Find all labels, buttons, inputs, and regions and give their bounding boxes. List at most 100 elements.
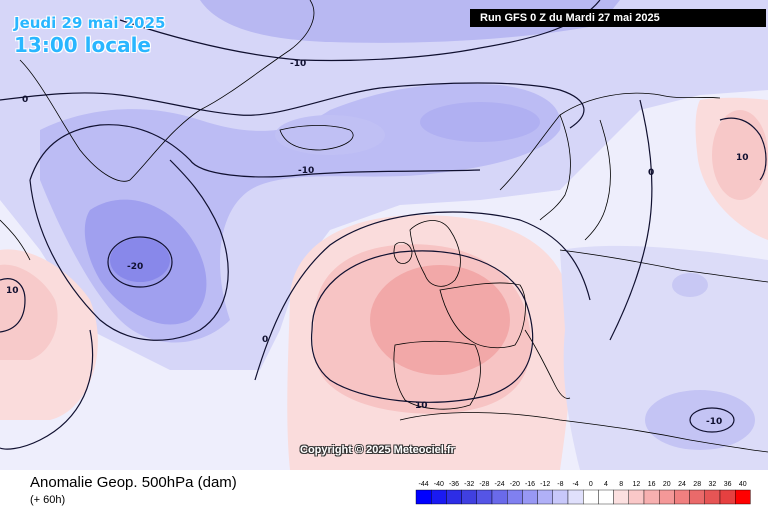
scale-swatch (415, 489, 432, 505)
iceland-coast (279, 125, 354, 151)
contour-minus10-loop (29, 159, 229, 341)
contour-label-north-minus10: -10 (290, 59, 306, 69)
contour-label-atlantic-minus10: -10 (298, 166, 314, 176)
parameter-title: Anomalie Geop. 500hPa (dam) (30, 474, 237, 491)
scale-swatch (537, 489, 553, 505)
contour-minus20 (107, 236, 173, 288)
contour-plus10-east (719, 117, 767, 181)
contour-label-greenland-zero: 0 (22, 95, 28, 105)
scale-tick-label: 32 (709, 481, 717, 488)
balkan-negative (672, 273, 708, 297)
scale-swatch (491, 489, 508, 505)
scale-swatch (689, 489, 706, 505)
scale-swatch (628, 489, 645, 505)
scale-tick-label: 12 (633, 481, 641, 488)
scale-swatch (719, 489, 736, 505)
russia-positive-core (712, 110, 768, 200)
west-positive-core (0, 264, 58, 360)
scale-swatch (582, 489, 599, 505)
scale-tick-label: 16 (648, 481, 656, 488)
scale-tick-label: -20 (510, 481, 520, 488)
contour-minus10-atlantic (29, 124, 481, 181)
scale-tick-label: -16 (525, 481, 535, 488)
iceland-negative (275, 115, 385, 155)
france-border (439, 282, 526, 349)
contour-label-east-med-minus10: -10 (706, 417, 722, 427)
scale-swatches (415, 489, 751, 505)
scale-tick-label: 28 (693, 481, 701, 488)
contour-zero-east (609, 99, 653, 341)
coastlines (0, 0, 768, 453)
anomaly-map: 0 -10 -10 -20 10 0 10 0 10 -10 (0, 0, 768, 470)
north-sea-negative (420, 102, 540, 142)
scale-swatch (567, 489, 584, 505)
scale-tick-label: -40 (434, 481, 444, 488)
iberia-coast (393, 340, 481, 410)
positive-anomaly-core (370, 265, 510, 375)
east-europe-border (559, 249, 768, 283)
scale-tick-label: -32 (464, 481, 474, 488)
contour-label-scandinavia-zero: 0 (648, 168, 654, 178)
contour-plus10-west (0, 278, 26, 333)
lead-time: (+ 60h) (30, 494, 66, 506)
contour-zero-north (0, 82, 585, 129)
scale-tick-label: 4 (604, 481, 608, 488)
scale-tick-label: -44 (419, 481, 429, 488)
scale-swatch (613, 489, 630, 505)
scale-tick-label: 24 (678, 481, 686, 488)
copyright-notice: Copyright © 2025 Meteociel.fr (300, 444, 455, 456)
scale-swatch (506, 489, 523, 505)
forecast-local-time: 13:00 locale (14, 33, 151, 57)
contour-labels: 0 -10 -10 -20 10 0 10 0 10 -10 (6, 59, 749, 427)
scale-tick-label: -28 (479, 481, 489, 488)
scale-tick-label: -4 (572, 481, 578, 488)
italy-coast (524, 329, 571, 399)
scale-swatch (431, 489, 447, 505)
low-center-shade (110, 238, 170, 282)
sweden-coast (584, 119, 611, 241)
scale-swatch (643, 489, 660, 505)
contour-minus10-north (119, 0, 601, 62)
color-scale-legend: -44 -40 -36 -32 -28 -24 -20 -16 -12 -8 -4 0 4 8 12 16 20… (415, 481, 751, 505)
norway-west-coast (539, 114, 571, 221)
scale-swatch (658, 489, 675, 505)
contour-label-russia-plus10: 10 (736, 153, 749, 163)
north-america-coast (0, 219, 31, 261)
scale-swatch (461, 489, 477, 505)
contour-label-iberia-plus10: 10 (415, 401, 428, 411)
scale-tick-label: -36 (449, 481, 459, 488)
scale-tick-label: 0 (589, 481, 593, 488)
scale-swatch (446, 489, 462, 505)
contour-zero-west (0, 329, 94, 450)
scale-tick-label: -24 (495, 481, 505, 488)
contour-minus10-east (689, 407, 735, 433)
scale-tick-label: -8 (557, 481, 563, 488)
forecast-date: Jeudi 29 mai 2025 (14, 14, 166, 32)
scale-tick-label: 8 (619, 481, 623, 488)
scale-swatch (552, 489, 569, 505)
scale-swatch (735, 489, 751, 505)
britain-coast (409, 220, 461, 287)
contour-label-atlantic-zero: 0 (262, 335, 268, 345)
contour-plus10 (310, 250, 534, 403)
scale-swatch (704, 489, 721, 505)
contour-lines (0, 0, 767, 450)
scale-swatch (674, 489, 690, 505)
scale-tick-label: 36 (724, 481, 732, 488)
east-med-negative (645, 390, 755, 450)
footer-bar: Anomalie Geop. 500hPa (dam) (+ 60h) -44-… (0, 470, 768, 512)
contour-zero-ridge (254, 211, 591, 381)
scale-swatch (476, 489, 493, 505)
greenland-coast (19, 0, 315, 182)
run-info-banner: Run GFS 0 Z du Mardi 27 mai 2025 (470, 9, 766, 27)
contour-label-west-plus10: 10 (6, 286, 19, 296)
contour-label-low-center: -20 (127, 262, 143, 272)
scale-tick-labels: -44 -40 -36 -32 -28 -24 -20 -16 -12 -8 -4 0 4 8 12 16 20… (419, 481, 747, 488)
scale-swatch (598, 489, 614, 505)
scale-tick-label: 20 (663, 481, 671, 488)
ireland-coast (393, 241, 413, 264)
scale-tick-label: -12 (540, 481, 550, 488)
scale-tick-label: 40 (739, 481, 747, 488)
scandinavia-coast (499, 92, 721, 191)
